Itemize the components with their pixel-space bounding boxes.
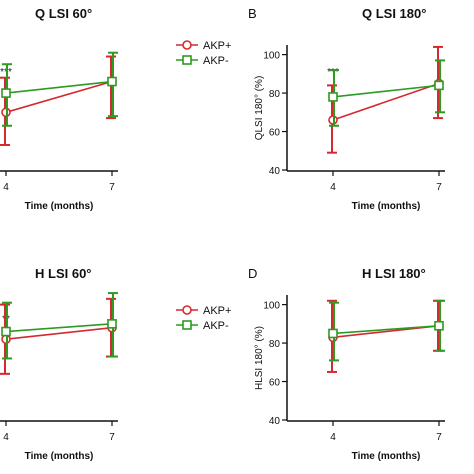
chart-title: H LSI 180° [362,266,426,281]
y-tick-label: 40 [269,416,281,427]
x-tick-label: 7 [436,432,442,443]
y-tick-label: 100 [263,301,280,312]
y-axis-label: HLSI 180° (%) [254,326,265,390]
x-tick-label: 7 [109,182,115,193]
x-tick-label: 4 [330,432,336,443]
panel-label: D [248,266,257,281]
data-point-square [1,88,11,98]
legend: AKP+ AKP- [176,40,231,67]
data-point-square [434,320,444,331]
x-axis-label: Time (months) [352,451,421,462]
series-akp-plus [327,45,444,154]
series-line [5,326,113,341]
chart-title: H LSI 60° [35,266,92,281]
series-akp-plus [0,297,117,375]
data-point-square [434,80,444,91]
y-tick-label: 60 [269,128,281,139]
legend-marker-square [182,55,192,65]
panel-label: B [248,6,257,21]
series-line [332,82,440,121]
legend-marker-circle [182,305,192,315]
legend-marker-square [182,320,192,330]
data-point-square [1,326,11,337]
series-akp-minus [1,292,118,360]
series-line [332,84,440,98]
data-point-square [328,328,338,339]
y-tick-label: 80 [269,89,281,100]
x-axis-label: Time (months) [25,201,94,212]
legend-marker-circle [182,40,192,50]
chart-panel-b: Q LSI 180° B 40 60 80 100 QLSI 180° (%) 4 7 Time … [248,6,445,212]
x-tick-label: 4 [3,182,9,193]
series-akp-minus [328,59,445,127]
legend: AKP+ AKP- [176,305,231,332]
series-line [5,80,113,94]
x-tick-label: 7 [436,182,442,193]
chart-panel-d: H LSI 180° D 40 60 80 100 HLSI 180° (%) 4 7 Time … [248,266,445,462]
legend-label: AKP+ [203,40,231,52]
x-tick-label: 4 [330,182,336,193]
legend-label: AKP+ [203,305,231,317]
series-line [332,324,440,335]
x-axis-label: Time (months) [25,451,94,462]
x-tick-label: 7 [109,432,115,443]
data-point-square [328,92,338,102]
x-axis-label: Time (months) [352,201,421,212]
chart-title: Q LSI 60° [35,6,92,21]
chart-title: Q LSI 180° [362,6,426,21]
legend-label: AKP- [203,320,229,332]
series-akp-plus [327,299,444,373]
y-tick-label: 40 [269,166,281,177]
series-akp-plus [0,55,117,146]
series-line [5,80,113,114]
y-tick-label: 100 [263,51,280,62]
legend-label: AKP- [203,55,229,67]
y-tick-label: 60 [269,378,281,389]
data-point-square [107,319,117,329]
data-point-square [107,76,117,87]
series-line [5,323,113,333]
series-akp-minus [1,51,118,127]
y-tick-label: 80 [269,339,281,350]
x-tick-label: 4 [3,432,9,443]
y-axis-label: QLSI 180° (%) [254,76,265,141]
series-akp-minus [328,299,445,362]
